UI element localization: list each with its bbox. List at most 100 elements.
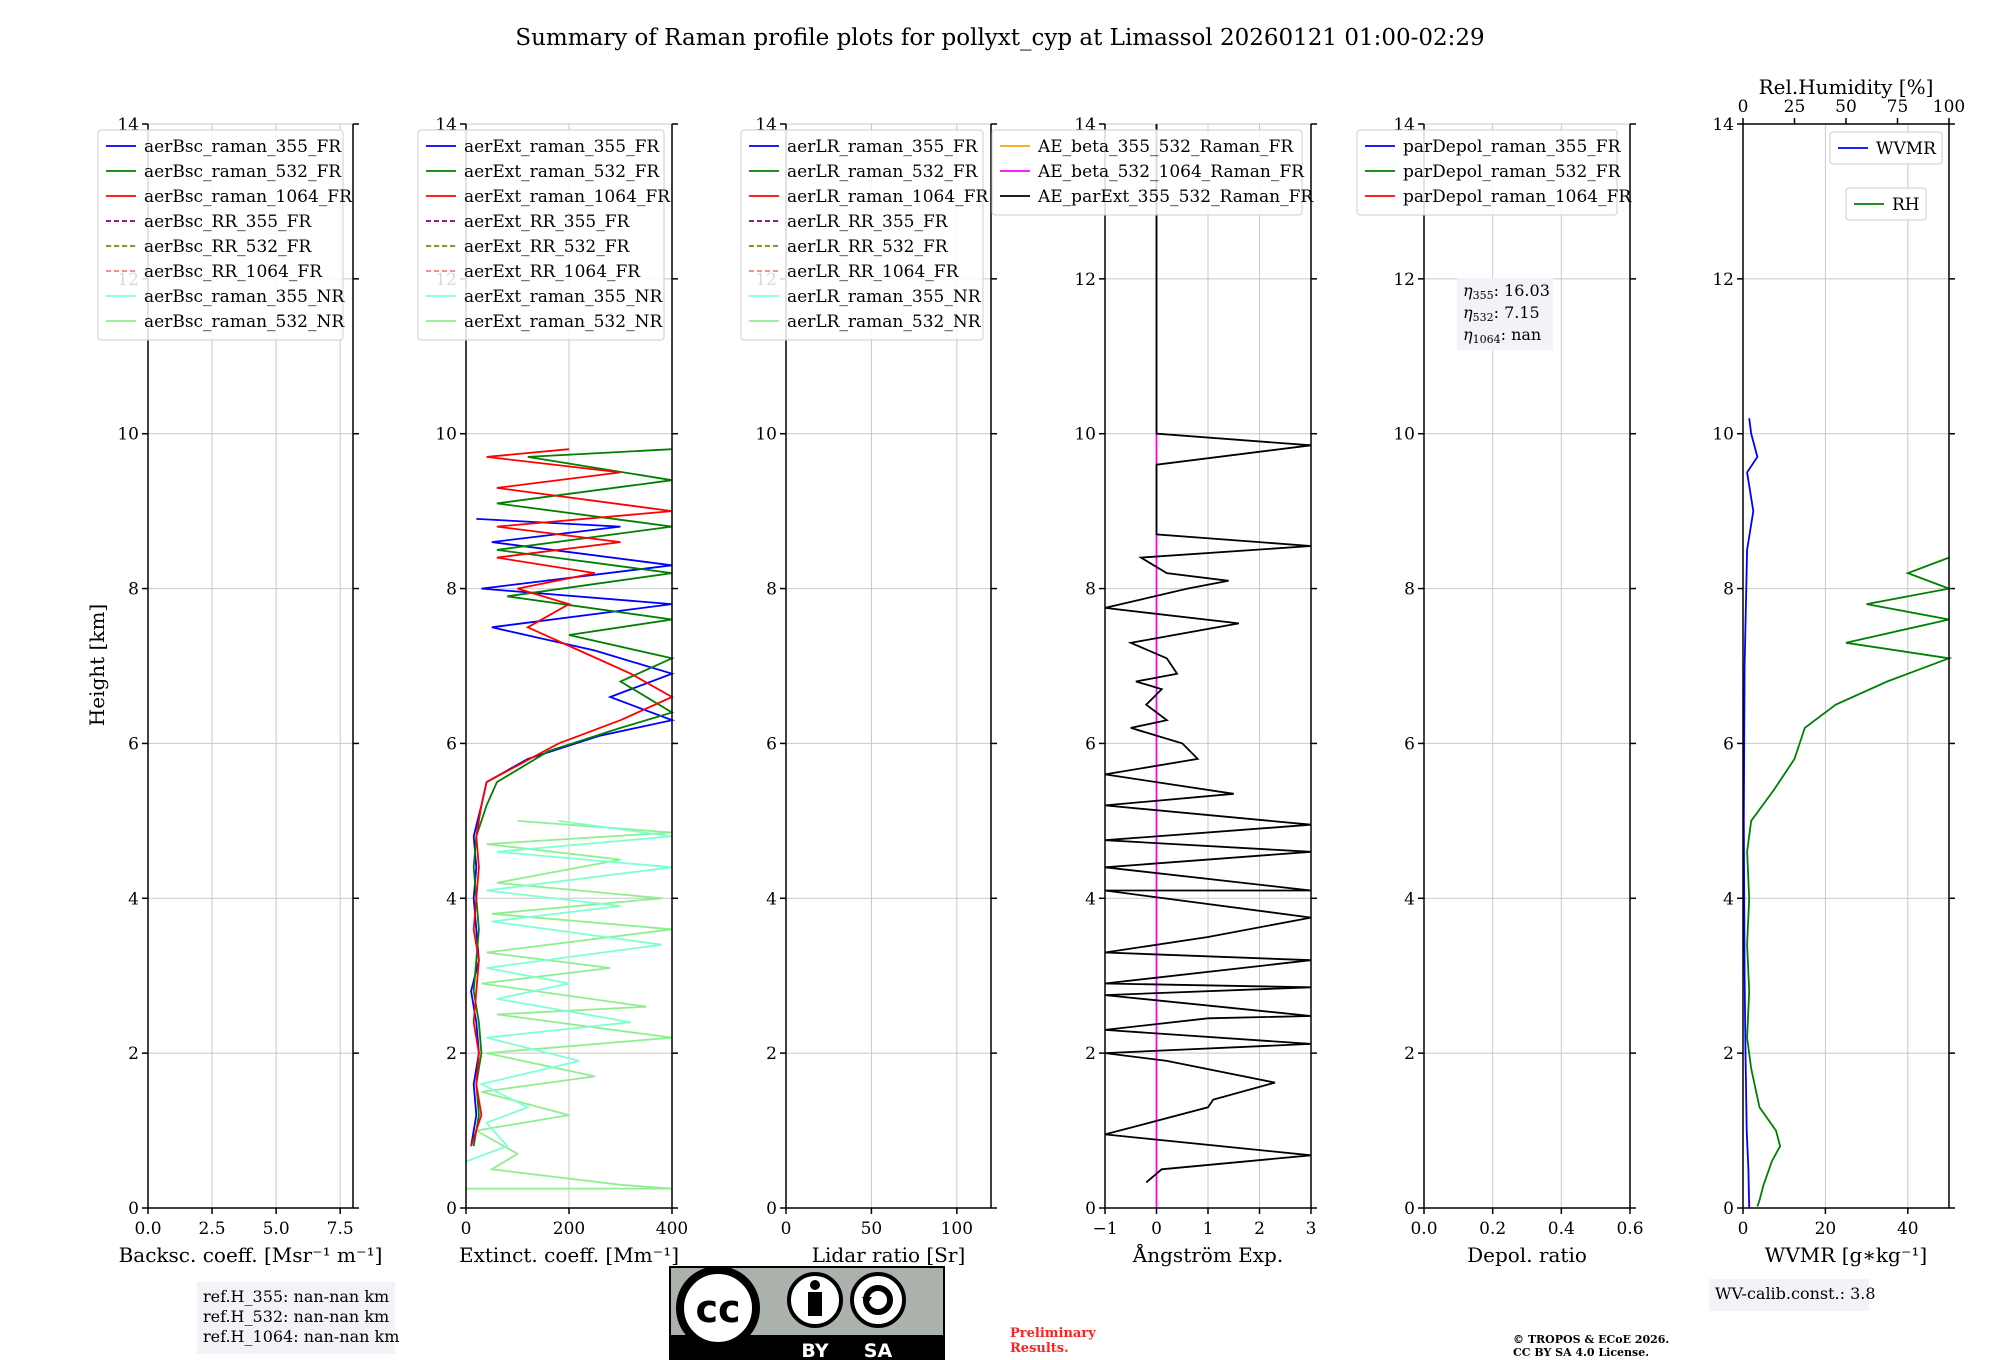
legend-entry: aerLR_RR_1064_FR xyxy=(787,262,960,282)
legend-entry: AE_beta_355_532_Raman_FR xyxy=(1037,137,1294,157)
x-tick-label: 40 xyxy=(1897,1219,1919,1239)
x-tick-label: 0 xyxy=(461,1219,472,1239)
y-tick-label: 10 xyxy=(1712,425,1734,445)
x-tick-label: 200 xyxy=(553,1219,585,1239)
legend-box xyxy=(1829,131,1943,165)
panel-lr: 05010002468101214Lidar ratio [Sr]aerLR_r… xyxy=(740,115,997,1267)
y-tick-label: 6 xyxy=(1085,734,1096,754)
y-tick-label: 8 xyxy=(1404,580,1415,600)
legend-entry: aerBsc_RR_532_FR xyxy=(144,237,312,257)
legend-entry: aerLR_raman_1064_FR xyxy=(787,187,989,207)
x-tick-label: 2.5 xyxy=(199,1219,226,1239)
y-tick-label: 2 xyxy=(446,1044,457,1064)
y-tick-label: 0 xyxy=(446,1199,457,1219)
legend-entry: aerExt_raman_1064_FR xyxy=(464,187,671,207)
y-tick-label: 4 xyxy=(1404,889,1415,909)
legend-entry: aerBsc_raman_1064_FR xyxy=(144,187,353,207)
legend-entry: AE_parExt_355_532_Raman_FR xyxy=(1037,187,1314,207)
legend-entry: parDepol_raman_355_FR xyxy=(1403,137,1622,157)
legend-entry: aerExt_raman_355_FR xyxy=(464,137,660,157)
legend-box xyxy=(97,129,344,341)
y-tick-label: 8 xyxy=(128,580,139,600)
top-tick-label: 75 xyxy=(1887,97,1909,117)
x-tick-label: 50 xyxy=(861,1219,883,1239)
legend-entry: aerLR_raman_355_FR xyxy=(787,137,979,157)
y-tick-label: 2 xyxy=(1723,1044,1734,1064)
legend-entry: RH xyxy=(1892,195,1920,215)
y-tick-label: 6 xyxy=(128,734,139,754)
y-tick-label: 2 xyxy=(766,1044,777,1064)
eta-line: η532: 7.15 xyxy=(1463,303,1540,324)
legend-entry: aerBsc_raman_532_NR xyxy=(144,312,345,332)
sa-share-icon xyxy=(850,1272,906,1328)
x-tick-label: 3 xyxy=(1306,1219,1317,1239)
y-tick-label: 10 xyxy=(435,425,457,445)
eta-box xyxy=(1457,278,1553,350)
y-tick-label: 10 xyxy=(755,425,777,445)
y-tick-label: 8 xyxy=(1085,580,1096,600)
license-sa-label: SA xyxy=(864,1340,893,1360)
legend-entry: aerLR_raman_532_NR xyxy=(787,312,982,332)
legend-entry: aerBsc_RR_355_FR xyxy=(144,212,312,232)
x-tick-label: 0.6 xyxy=(1616,1219,1643,1239)
y-tick-label: 2 xyxy=(1404,1044,1415,1064)
x-axis-label: Ångström Exp. xyxy=(1132,1242,1283,1267)
series-aerExt_raman_532_NR xyxy=(466,820,673,1190)
copyright-line-1: © TROPOS & ECoE 2026. xyxy=(1513,1333,1669,1346)
figure-title: Summary of Raman profile plots for polly… xyxy=(515,25,1484,51)
y-tick-label: 4 xyxy=(128,889,139,909)
y-tick-label: 4 xyxy=(766,889,777,909)
y-tick-label: 0 xyxy=(1085,1199,1096,1219)
y-tick-label: 2 xyxy=(1085,1044,1096,1064)
legend-entry: aerExt_RR_532_FR xyxy=(464,237,630,257)
x-tick-label: 0.0 xyxy=(1410,1219,1437,1239)
legend-entry: aerExt_RR_355_FR xyxy=(464,212,630,232)
x-axis-label: Extinct. coeff. [Mm⁻¹] xyxy=(459,1243,679,1267)
info-line: WV-calib.const.: 3.8 xyxy=(1715,1284,1876,1303)
legend-entry: aerLR_RR_532_FR xyxy=(787,237,949,257)
preliminary-line-1: Preliminary xyxy=(1010,1326,1096,1341)
legend-entry: aerBsc_raman_355_FR xyxy=(144,137,342,157)
x-tick-label: 100 xyxy=(941,1219,973,1239)
top-tick-label: 50 xyxy=(1835,97,1857,117)
legend-entry: WVMR xyxy=(1876,139,1937,159)
x-tick-label: −1 xyxy=(1092,1219,1117,1239)
y-tick-label: 12 xyxy=(1074,270,1096,290)
y-tick-label: 10 xyxy=(1074,425,1096,445)
y-tick-label: 0 xyxy=(766,1199,777,1219)
x-axis-label: WVMR [g∗kg⁻¹] xyxy=(1765,1243,1927,1267)
info-box xyxy=(197,1282,395,1354)
legend-box xyxy=(1845,187,1927,221)
legend-box xyxy=(1356,129,1618,216)
legend-entry: aerBsc_raman_532_FR xyxy=(144,162,342,182)
x-tick-label: 0.4 xyxy=(1548,1219,1575,1239)
x-tick-label: 0 xyxy=(781,1219,792,1239)
x-tick-label: 0.2 xyxy=(1479,1219,1506,1239)
legend-box xyxy=(417,129,665,341)
top-tick-label: 25 xyxy=(1784,97,1806,117)
y-tick-label: 4 xyxy=(1723,889,1734,909)
x-tick-label: 20 xyxy=(1815,1219,1837,1239)
y-tick-label: 8 xyxy=(766,580,777,600)
legend-entry: aerBsc_raman_355_NR xyxy=(144,287,345,307)
license-badge[interactable]: cc BY SA xyxy=(669,1266,945,1360)
legend-entry: aerLR_raman_355_NR xyxy=(787,287,982,307)
y-tick-label: 0 xyxy=(1723,1199,1734,1219)
eta-line: η1064: nan xyxy=(1463,325,1541,346)
top-tick-label: 0 xyxy=(1738,97,1749,117)
y-tick-label: 0 xyxy=(1404,1199,1415,1219)
copyright-line-2: CC BY SA 4.0 License. xyxy=(1513,1346,1649,1359)
y-tick-label: 6 xyxy=(766,734,777,754)
panel-bsc: 0.02.55.07.502468101214Backsc. coeff. [M… xyxy=(97,115,399,1354)
legend-entry: AE_beta_532_1064_Raman_FR xyxy=(1037,162,1305,182)
y-tick-label: 10 xyxy=(1393,425,1415,445)
license-by-label: BY xyxy=(801,1340,828,1360)
x-axis-label: Depol. ratio xyxy=(1467,1243,1587,1267)
legend-entry: aerLR_RR_355_FR xyxy=(787,212,949,232)
y-tick-label: 6 xyxy=(1723,734,1734,754)
x-axis-label: Lidar ratio [Sr] xyxy=(812,1243,966,1267)
x-tick-label: 1 xyxy=(1203,1219,1214,1239)
